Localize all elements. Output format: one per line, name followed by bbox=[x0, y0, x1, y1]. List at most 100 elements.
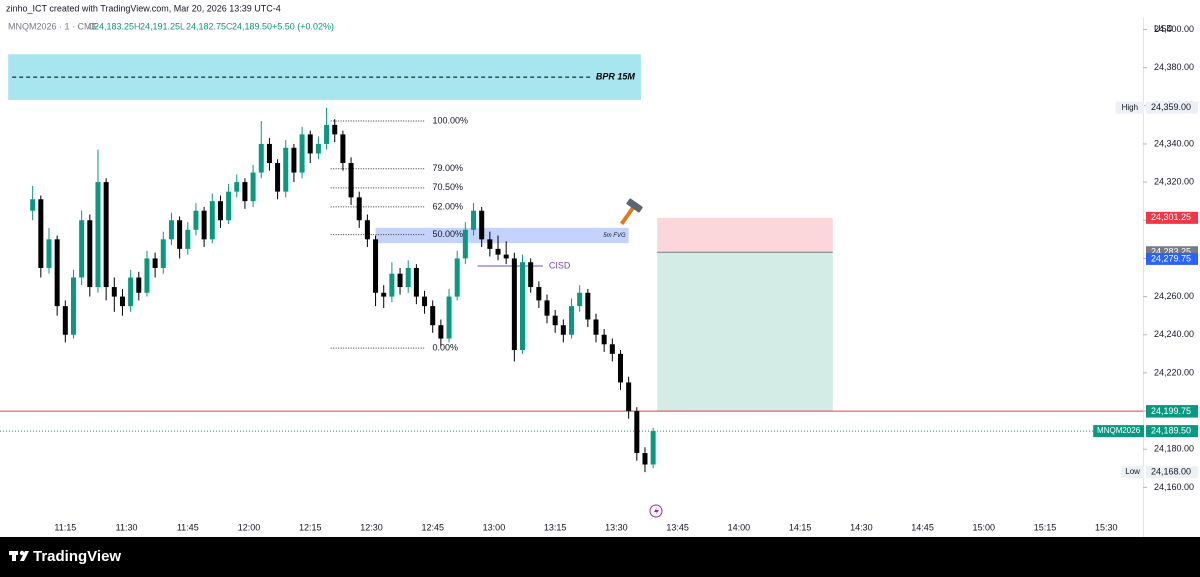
header-text: H bbox=[134, 21, 141, 31]
target-zone bbox=[657, 252, 833, 412]
header-text: +5.50 (+0.02%) bbox=[272, 21, 334, 31]
header-text: L bbox=[180, 21, 185, 31]
y-tick-label: 24,380.00 bbox=[1154, 62, 1194, 72]
candle-body bbox=[95, 182, 101, 288]
candle-body bbox=[438, 325, 444, 339]
candle-body bbox=[364, 220, 370, 240]
footer bbox=[0, 537, 1200, 577]
fib-label: 62.00% bbox=[433, 201, 464, 211]
candle-body bbox=[62, 306, 68, 335]
bpr-label: BPR 15M bbox=[596, 72, 636, 82]
candle-body bbox=[528, 262, 534, 288]
candle-body bbox=[430, 306, 436, 326]
header-text: C bbox=[226, 21, 233, 31]
candle-body bbox=[389, 273, 395, 297]
x-tick-label: 11:30 bbox=[116, 522, 138, 532]
y-tick-label: 24,340.00 bbox=[1154, 138, 1194, 148]
candle-body bbox=[462, 229, 468, 259]
fib-label: 79.00% bbox=[433, 163, 464, 173]
candle-body bbox=[454, 258, 460, 297]
candle-body bbox=[487, 239, 493, 249]
candle-body bbox=[128, 277, 134, 307]
fib-label: 100.00% bbox=[433, 115, 469, 125]
candle-body bbox=[266, 143, 272, 164]
price-badge-label: 24,301.25 bbox=[1151, 212, 1191, 222]
price-badge bbox=[1146, 101, 1198, 114]
fib-label: 50.00% bbox=[433, 229, 464, 239]
header-text: 24,183.25 bbox=[94, 21, 134, 31]
header-text: MNQM2026 · 1 · CME bbox=[8, 21, 98, 31]
price-badge-label: 24,279.75 bbox=[1151, 253, 1191, 263]
x-tick-label: 14:15 bbox=[789, 522, 812, 532]
candle-body bbox=[324, 124, 330, 144]
hammer-handle bbox=[620, 206, 635, 226]
candle-body bbox=[471, 210, 477, 230]
candle-body bbox=[356, 197, 362, 221]
candle-body bbox=[103, 182, 109, 288]
plot: BPR 15M 5m FVG 100.00% 79.00% 70.50% 62.00% 50… bbox=[0, 54, 1143, 518]
candle-body bbox=[160, 239, 166, 268]
candle-body bbox=[332, 124, 338, 135]
candle-body bbox=[626, 382, 632, 412]
price-badge bbox=[1146, 405, 1198, 418]
candle-body bbox=[79, 220, 85, 278]
brand: TradingView bbox=[33, 548, 121, 565]
candle-body bbox=[634, 411, 640, 454]
candle-body bbox=[54, 239, 60, 307]
price-badge-label: 24,168.00 bbox=[1151, 467, 1191, 477]
price-badge bbox=[1146, 466, 1198, 479]
candle-body bbox=[217, 201, 223, 221]
x-tick-label: 14:00 bbox=[728, 522, 751, 532]
candle-body bbox=[593, 319, 599, 335]
price-badge-label: 24,283.25 bbox=[1151, 247, 1191, 257]
candle-body bbox=[536, 287, 542, 301]
price-badge-tag bbox=[1093, 425, 1144, 438]
candle-body bbox=[373, 239, 379, 293]
candle-body bbox=[315, 143, 321, 154]
price-badge-label: 24,199.75 bbox=[1151, 406, 1191, 416]
candle-body bbox=[177, 220, 183, 249]
candle-body bbox=[348, 163, 354, 198]
candle-body bbox=[234, 182, 240, 192]
candle-body bbox=[193, 210, 199, 230]
candle-body bbox=[609, 344, 615, 354]
cisd-label: CISD bbox=[549, 260, 571, 270]
x-tick-label: 15:00 bbox=[973, 522, 996, 532]
candle-body bbox=[511, 258, 517, 351]
candle-body bbox=[560, 325, 566, 335]
x-tick-label: 15:15 bbox=[1034, 522, 1057, 532]
candle-body bbox=[168, 220, 174, 240]
price-badge bbox=[1146, 425, 1198, 438]
candle-body bbox=[413, 267, 419, 297]
candle-body bbox=[422, 296, 428, 307]
candle-body bbox=[46, 239, 52, 268]
hammer-icon bbox=[620, 198, 643, 226]
x-tick-label: 14:30 bbox=[850, 522, 873, 532]
y-tick-label: 24,240.00 bbox=[1154, 329, 1194, 339]
x-tick-label: 12:30 bbox=[360, 522, 383, 532]
price-badge bbox=[1146, 252, 1198, 265]
price-badge-label: 24,359.00 bbox=[1151, 102, 1191, 112]
header-text: 24,189.50 bbox=[232, 21, 272, 31]
candle-body bbox=[250, 172, 256, 202]
hammer-head bbox=[626, 198, 643, 213]
candle-body bbox=[111, 287, 117, 297]
x-tick-label: 12:45 bbox=[421, 522, 444, 532]
price-badge-tag bbox=[1115, 101, 1144, 114]
candle-body bbox=[201, 210, 207, 240]
candle-body bbox=[642, 453, 648, 465]
x-tick-label: 11:45 bbox=[177, 522, 199, 532]
candle-body bbox=[226, 191, 232, 221]
candle-body bbox=[299, 134, 305, 173]
price-badge-tag-text: MNQM2026 bbox=[1097, 426, 1141, 435]
price-badge-label: 24,189.50 bbox=[1151, 425, 1191, 435]
price-badge-tag-text: High bbox=[1122, 103, 1138, 112]
candle-body bbox=[291, 147, 297, 173]
candle-body bbox=[275, 163, 281, 192]
candle-body bbox=[152, 258, 158, 268]
header-text: 24,182.75 bbox=[186, 21, 226, 31]
stop-zone bbox=[657, 217, 833, 253]
attribution: zinho_ICT created with TradingView.com, … bbox=[6, 3, 281, 13]
fib-label: 70.50% bbox=[433, 182, 464, 192]
